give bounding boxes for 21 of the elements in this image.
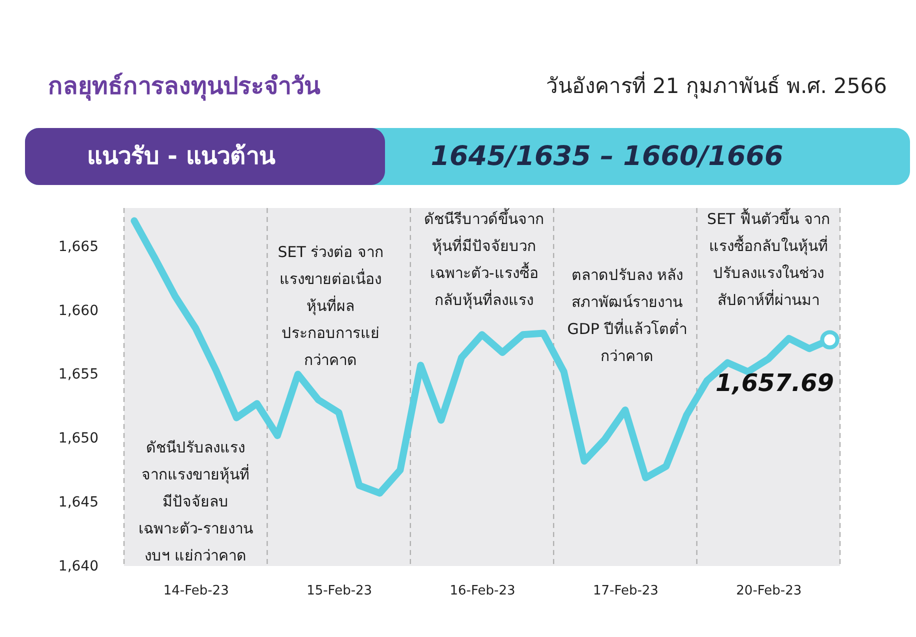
annotation: SET ฟื้นตัวขึ้น จาก แรงซื้อกลับในหุ้นที่ ปรับลงแรงในช่วง สัปดาห์ที่ผ่านมา	[707, 208, 830, 309]
annotation: ดัชนีรีบาวด์ขึ้นจาก หุ้นที่มีปัจจัยบวก เฉพาะตัว-แรงซื้อ กลับหุ้นที่ลงแรง	[424, 208, 544, 310]
text: 1645/1635 – 1660/1666	[430, 141, 784, 172]
text: แนวรับ - แนวต้าน	[87, 142, 276, 170]
x-tick-label: 17-Feb-23	[592, 584, 658, 598]
x-tick-label: 14-Feb-23	[163, 584, 229, 598]
y-tick-label: 1,650	[58, 430, 98, 447]
annotation: SET ร่วงต่อ จาก แรงขายต่อเนื่อง หุ้นที่ผล ประกอบการแย่ กว่าคาด	[278, 243, 384, 370]
y-tick-label: 1,660	[58, 302, 98, 319]
y-tick-label: 1,655	[58, 366, 98, 383]
y-tick-label: 1,640	[58, 558, 98, 574]
x-tick-label: 15-Feb-23	[306, 584, 372, 598]
chart-subtitle: วันอังคารที่ 21 กุมภาพันธ์ พ.ศ. 2566	[546, 71, 887, 99]
data-label: 1,657.69	[716, 368, 834, 397]
y-tick-label: 1,665	[58, 238, 98, 255]
x-tick-label: 16-Feb-23	[450, 584, 516, 598]
y-tick-label: 1,645	[58, 494, 98, 511]
annotation: ตลาดปรับลง หลัง สภาพัฒน์รายงาน GDP ปีที่แล้วโตต่ำ กว่าคาด	[567, 266, 688, 366]
chart-title: กลยุทธ์การลงทุนประจำวัน	[48, 72, 321, 102]
x-tick-label: 20-Feb-23	[736, 584, 802, 598]
annotation: ดัชนีปรับลงแรง จากแรงขายหุ้นที่ มีปัจจัยลบ เฉพาะตัว-รายงาน งบฯ แย่กว่าคาด	[138, 438, 253, 565]
